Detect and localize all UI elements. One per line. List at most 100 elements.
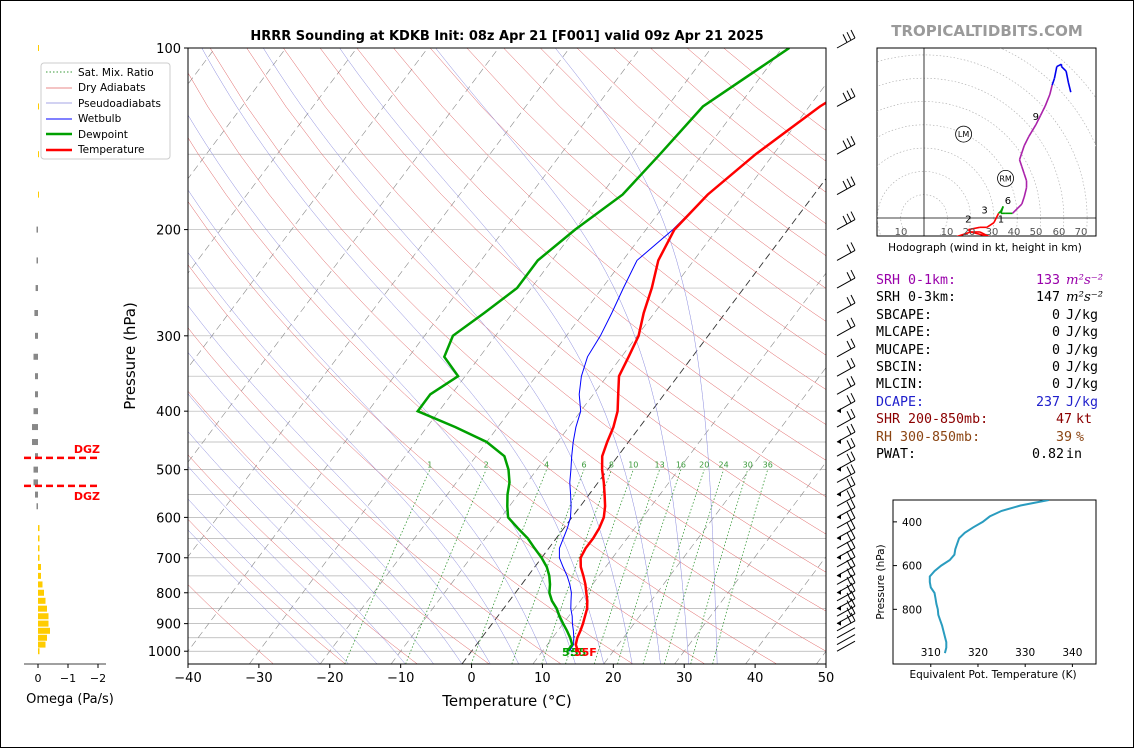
wind-barb: [836, 605, 856, 626]
x-tick-label: −30: [245, 671, 272, 686]
wind-barb-staff: [836, 605, 856, 617]
wind-barb: [836, 294, 856, 314]
theta-e-x-tick-label: 340: [1062, 647, 1082, 659]
dry-adiabat: [188, 137, 777, 664]
legend-item-mixratio: Sat. Mix. Ratio: [78, 67, 154, 79]
isotherm-line: [461, 177, 826, 664]
parameter-value: 133: [1035, 273, 1060, 288]
parameter-label: DCAPE:: [876, 394, 925, 410]
hodograph-height-marker: 1: [998, 215, 1004, 226]
mixing-ratio-label: 36: [763, 461, 773, 470]
y-tick-label: 500: [156, 464, 181, 479]
wind-barb-pennant: [837, 408, 841, 414]
mixing-ratio-line: [405, 469, 487, 664]
y-axis-label: Pressure (hPa): [121, 302, 139, 410]
wind-barb-flag: [846, 522, 852, 531]
dry-adiabat: [188, 390, 490, 664]
surface-dewpoint-label: 55: [571, 646, 586, 659]
pseudoadiabat: [188, 351, 463, 664]
wind-barb: [836, 530, 856, 549]
parameter-unit: J/kg: [1066, 359, 1099, 375]
wind-barb-flag: [850, 88, 856, 97]
dry-adiabat: [188, 584, 274, 664]
hodograph-frame: [876, 47, 1097, 237]
wind-barb: [836, 634, 856, 646]
omega-bar: [38, 620, 49, 627]
wind-barb-pennant: [837, 554, 841, 560]
omega-bar: [38, 103, 39, 110]
hodograph-segment: [1035, 115, 1042, 126]
wind-barb-flag: [850, 520, 856, 529]
x-tick-label: 0: [467, 671, 475, 686]
y-tick-label: 900: [156, 618, 181, 633]
isotherm-line: [188, 48, 641, 652]
omega-bar: [34, 310, 38, 317]
surface-label-separator: 5:: [562, 646, 574, 659]
isotherm-line: [532, 272, 826, 664]
wind-barb-staff: [836, 537, 856, 549]
omega-bar: [38, 563, 41, 570]
wind-barb-flag: [850, 242, 856, 251]
theta-e-x-label: Equivalent Pot. Temperature (K): [909, 669, 1076, 681]
wind-barb-flag: [842, 180, 848, 190]
omega-bar: [38, 613, 49, 620]
legend-box: [40, 62, 171, 160]
y-tick-label: 300: [156, 330, 181, 345]
wind-barb: [836, 423, 856, 445]
omega-axis-label: Omega (Pa/s): [26, 692, 114, 707]
skewt-axes: −40 −30 −20 −10 0 10 20 30 40 50 100 200 300 400 500 60…: [148, 42, 834, 686]
omega-bar: [36, 257, 38, 264]
parameter-unit: J/kg: [1066, 394, 1099, 410]
wind-barb: [836, 437, 856, 457]
wind-barb-pennant: [837, 439, 841, 445]
wind-barb-flag: [846, 296, 852, 306]
wind-barb-flag: [850, 499, 856, 508]
parameter-label: SHR 200-850mb:: [876, 412, 989, 428]
parameter-label: SBCAPE:: [876, 307, 933, 323]
omega-bar: [33, 408, 38, 415]
mixing-ratio-line: [712, 469, 769, 664]
parameter-row: SBCAPE: 0 J/kg: [876, 307, 1116, 324]
dgz-label: DGZ: [74, 443, 100, 456]
mixing-ratio-label: 30: [743, 461, 753, 470]
wind-barb-flag: [850, 451, 856, 460]
omega-bar: [35, 285, 38, 292]
hodograph-segment: [997, 210, 1002, 214]
mixing-ratio-line: [642, 469, 705, 664]
parameter-unit: m²s⁻²: [1066, 290, 1104, 306]
parameter-unit: kt: [1076, 412, 1093, 428]
wetbulb-line: [558, 102, 826, 652]
parameter-row: MLCAPE: 0 J/kg: [876, 324, 1116, 341]
pseudoadiabat: [263, 48, 633, 664]
hodograph-segment: [1060, 65, 1067, 72]
hodograph-segment: [1051, 77, 1056, 86]
dry-adiabat: [188, 72, 826, 652]
parameter-row: RH 300-850mb: 39%: [876, 429, 1116, 446]
wind-barb-flag: [846, 138, 852, 147]
x-axis-label: Temperature (°C): [441, 692, 571, 710]
wind-barb-pennant: [837, 605, 841, 611]
hodograph-segment: [986, 221, 995, 228]
omega-bar: [35, 453, 38, 460]
theta-e-plot: [928, 500, 1049, 654]
hodograph-tick-label: 50: [1030, 227, 1043, 238]
wind-barb-flag: [850, 464, 856, 473]
wind-barb-staff: [836, 277, 856, 289]
wind-barb-flag: [846, 178, 852, 188]
wind-barb-pennant: [837, 535, 841, 541]
omega-bar: [38, 648, 40, 655]
pseudoadiabat: [339, 48, 661, 664]
wind-barb-pennant: [837, 514, 841, 520]
wind-barb-flag: [846, 550, 852, 560]
omega-bar: [35, 491, 38, 498]
omega-bar: [33, 479, 38, 486]
x-tick-label: 30: [676, 671, 693, 686]
hodograph-tick-label: 40: [1008, 227, 1021, 238]
hodograph-segment: [1023, 136, 1030, 147]
omega-bar: [38, 45, 39, 51]
y-tick-label: 800: [156, 587, 181, 602]
hodograph-segment: [1021, 166, 1025, 174]
wind-barb-flag: [846, 395, 852, 404]
wind-barb-staff: [836, 383, 856, 395]
